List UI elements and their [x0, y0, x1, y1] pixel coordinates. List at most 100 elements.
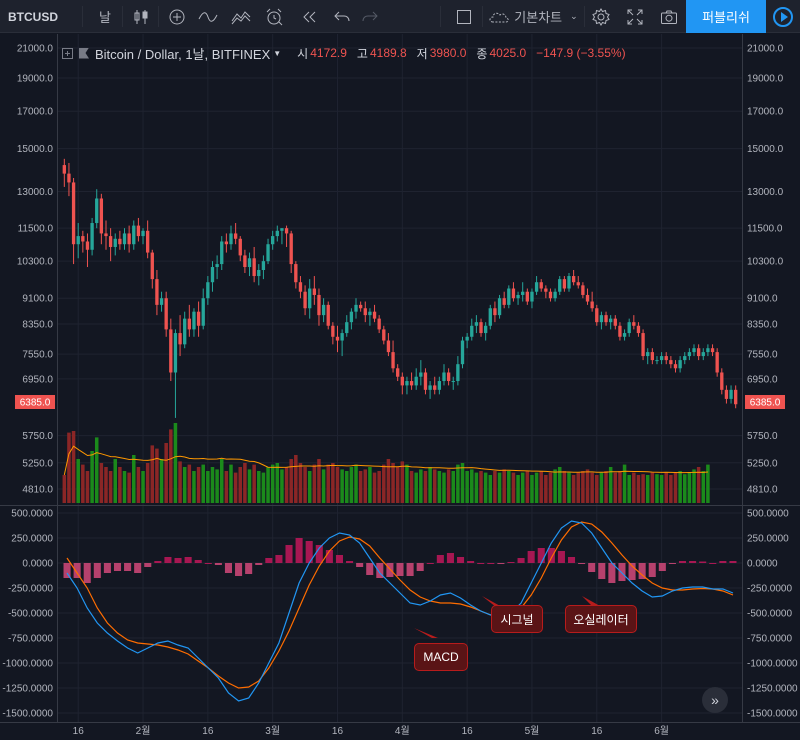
candle-body: [724, 389, 729, 399]
oscillator-bar: [689, 561, 697, 563]
candle-body: [372, 311, 377, 319]
oscillator-bar: [194, 560, 202, 563]
oscillator-bar: [113, 563, 122, 571]
volume-bar: [127, 472, 131, 503]
macd-tick-label: -1000.0000: [2, 659, 53, 670]
volume-bar: [289, 459, 293, 503]
volume-bar: [247, 469, 252, 503]
volume-bar: [118, 467, 122, 503]
volume-bar: [525, 471, 530, 503]
volume-bar: [673, 472, 678, 503]
left-price-axis[interactable]: 21000.0 19000.0 17000.0 15000.0 13000.0 11500…: [17, 44, 54, 496]
candle-body: [470, 325, 474, 337]
open-value: 4172.9: [310, 46, 347, 60]
toolbar-divider: [158, 6, 159, 27]
price-tick-label: 15000.0: [747, 144, 784, 155]
templates-button[interactable]: [226, 0, 256, 33]
candle-body: [308, 288, 312, 309]
chart-template-dropdown[interactable]: 기본차트 ⌄: [484, 0, 582, 33]
candle-body: [271, 236, 275, 245]
time-tick-label: 6월: [654, 725, 669, 737]
candle-body: [562, 279, 567, 289]
symbol-search-button[interactable]: BTCUSD: [8, 9, 58, 24]
volume-bar: [595, 475, 599, 503]
volume-bar: [122, 471, 127, 503]
candle-body: [289, 233, 293, 265]
caret-down-icon[interactable]: ▼: [273, 48, 282, 58]
oscillator-bar: [245, 563, 253, 574]
fullscreen-button[interactable]: [620, 0, 650, 33]
candle-body: [710, 348, 715, 353]
volume-bar: [622, 464, 627, 503]
volume-bar: [516, 475, 520, 503]
collapse-legend-icon[interactable]: [62, 47, 73, 59]
candle-style-button[interactable]: [124, 0, 158, 33]
replay-play-button[interactable]: [766, 0, 800, 33]
settings-button[interactable]: [586, 0, 616, 33]
volume-bar: [488, 475, 493, 503]
candle-body: [433, 385, 437, 390]
alert-button[interactable]: [258, 0, 290, 33]
volume-bar: [428, 467, 432, 503]
flag-icon[interactable]: [79, 47, 89, 59]
scroll-to-realtime-button[interactable]: »: [702, 687, 728, 713]
rewind-icon: [303, 11, 316, 22]
redo-button[interactable]: [356, 0, 384, 33]
signal-callout: 시그널: [491, 605, 543, 633]
candle-body: [280, 228, 284, 231]
interval-button[interactable]: 날: [99, 10, 111, 25]
indicator-template-icon: [231, 10, 251, 24]
candle-body: [243, 255, 247, 268]
volume-bar: [270, 464, 275, 503]
undo-button[interactable]: [328, 0, 356, 33]
snapshot-button[interactable]: [654, 0, 684, 33]
compare-button[interactable]: [194, 0, 222, 33]
macd-tick-label: -1000.0000: [747, 659, 798, 670]
volume-bar: [90, 451, 94, 503]
square-icon: [457, 9, 471, 24]
volume-bar: [321, 469, 326, 503]
replay-button[interactable]: [294, 0, 324, 33]
volume-bar: [409, 471, 414, 503]
open-label: 시: [297, 46, 309, 61]
volume-bar: [219, 459, 224, 503]
volume-bar: [303, 467, 307, 503]
undo-icon: [334, 11, 350, 21]
volume-bar: [196, 467, 201, 503]
top-toolbar: BTCUSD 날 기본차트 ⌄ 퍼블리쉬: [0, 0, 800, 33]
publish-button[interactable]: 퍼블리쉬: [686, 0, 766, 33]
legend-title[interactable]: Bitcoin / Dollar, 1날, BITFINEX: [95, 46, 271, 62]
candle-body: [673, 364, 678, 369]
volume-bar: [497, 472, 502, 503]
oscillator-bar: [63, 563, 71, 578]
indicators-button[interactable]: [160, 0, 194, 33]
volume-bar: [280, 469, 284, 503]
volume-bar: [349, 467, 354, 503]
time-axis[interactable]: 16 2월 16 3월 16 4월 16 5월 16 6월: [73, 725, 669, 737]
oscillator-bar: [668, 563, 676, 564]
right-macd-axis[interactable]: 500.0000 250.0000 0.0000 -250.0000 -500.0000…: [747, 509, 798, 720]
left-macd-axis[interactable]: 500.0000 250.0000 0.0000 -250.0000 -500.0000…: [2, 509, 53, 720]
right-price-axis[interactable]: 21000.0 19000.0 17000.0 15000.0 13000.0 11500…: [747, 44, 784, 496]
price-tick-label: 4810.0: [747, 485, 778, 496]
volume-bar: [502, 469, 506, 503]
volume-bar: [210, 467, 215, 503]
chevron-down-icon: ⌄: [570, 11, 578, 21]
volume-bar: [687, 472, 692, 503]
candle-body: [391, 352, 395, 369]
candle-body: [275, 230, 279, 237]
candle-body: [428, 385, 432, 390]
volume-bar: [511, 472, 516, 503]
price-candles: [62, 158, 738, 418]
toolbar-divider: [440, 6, 441, 27]
fullscreen-chart-button[interactable]: [450, 0, 478, 33]
candle-body: [132, 225, 136, 245]
candle-body: [284, 228, 289, 234]
volume-bar: [548, 472, 553, 503]
volume-bar: [553, 469, 557, 503]
volume-bar: [261, 472, 266, 503]
current-price-text: 6385.0: [20, 398, 51, 409]
volume-bar: [266, 467, 270, 503]
volume-bar: [571, 475, 576, 503]
